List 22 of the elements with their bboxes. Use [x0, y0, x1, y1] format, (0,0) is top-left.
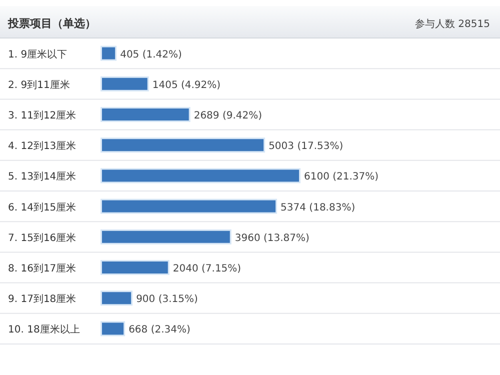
- data-label: 2040 (7.15%): [172, 264, 242, 274]
- data-label: 405 (1.42%): [120, 49, 182, 60]
- y-tick-label: 4. 12到13厘米: [8, 140, 76, 152]
- y-tick-label: 9. 17到18厘米: [8, 293, 76, 306]
- data-label: 668 (2.34%): [128, 324, 191, 336]
- data-label: 6100 (21.37%): [304, 172, 379, 183]
- chart-title: 投票项目（单选）: [7, 17, 96, 30]
- y-tick-label: 2. 9到11厘米: [8, 78, 70, 91]
- y-tick-label: 7. 15到16厘米: [8, 232, 76, 244]
- y-tick-label: 5. 13到14厘米: [8, 170, 76, 183]
- data-label: 900 (3.15%): [136, 294, 198, 306]
- y-tick-label: 3. 11到12厘米: [8, 110, 76, 122]
- data-label: 1405 (4.92%): [152, 80, 221, 91]
- data-label: 3960 (13.87%): [234, 232, 310, 244]
- y-tick-label: 1. 9厘米以下: [8, 48, 68, 60]
- data-label: 5374 (18.83%): [280, 202, 356, 214]
- y-tick-label: 10. 18厘米以上: [8, 324, 80, 336]
- data-label: 2689 (9.42%): [194, 110, 262, 122]
- y-tick-label: 8. 16到17厘米: [8, 262, 76, 274]
- text: 参与人数 28515: [415, 18, 490, 30]
- data-label: 5003 (17.53%): [268, 141, 344, 152]
- y-tick-label: 6. 14到15厘米: [8, 201, 76, 214]
